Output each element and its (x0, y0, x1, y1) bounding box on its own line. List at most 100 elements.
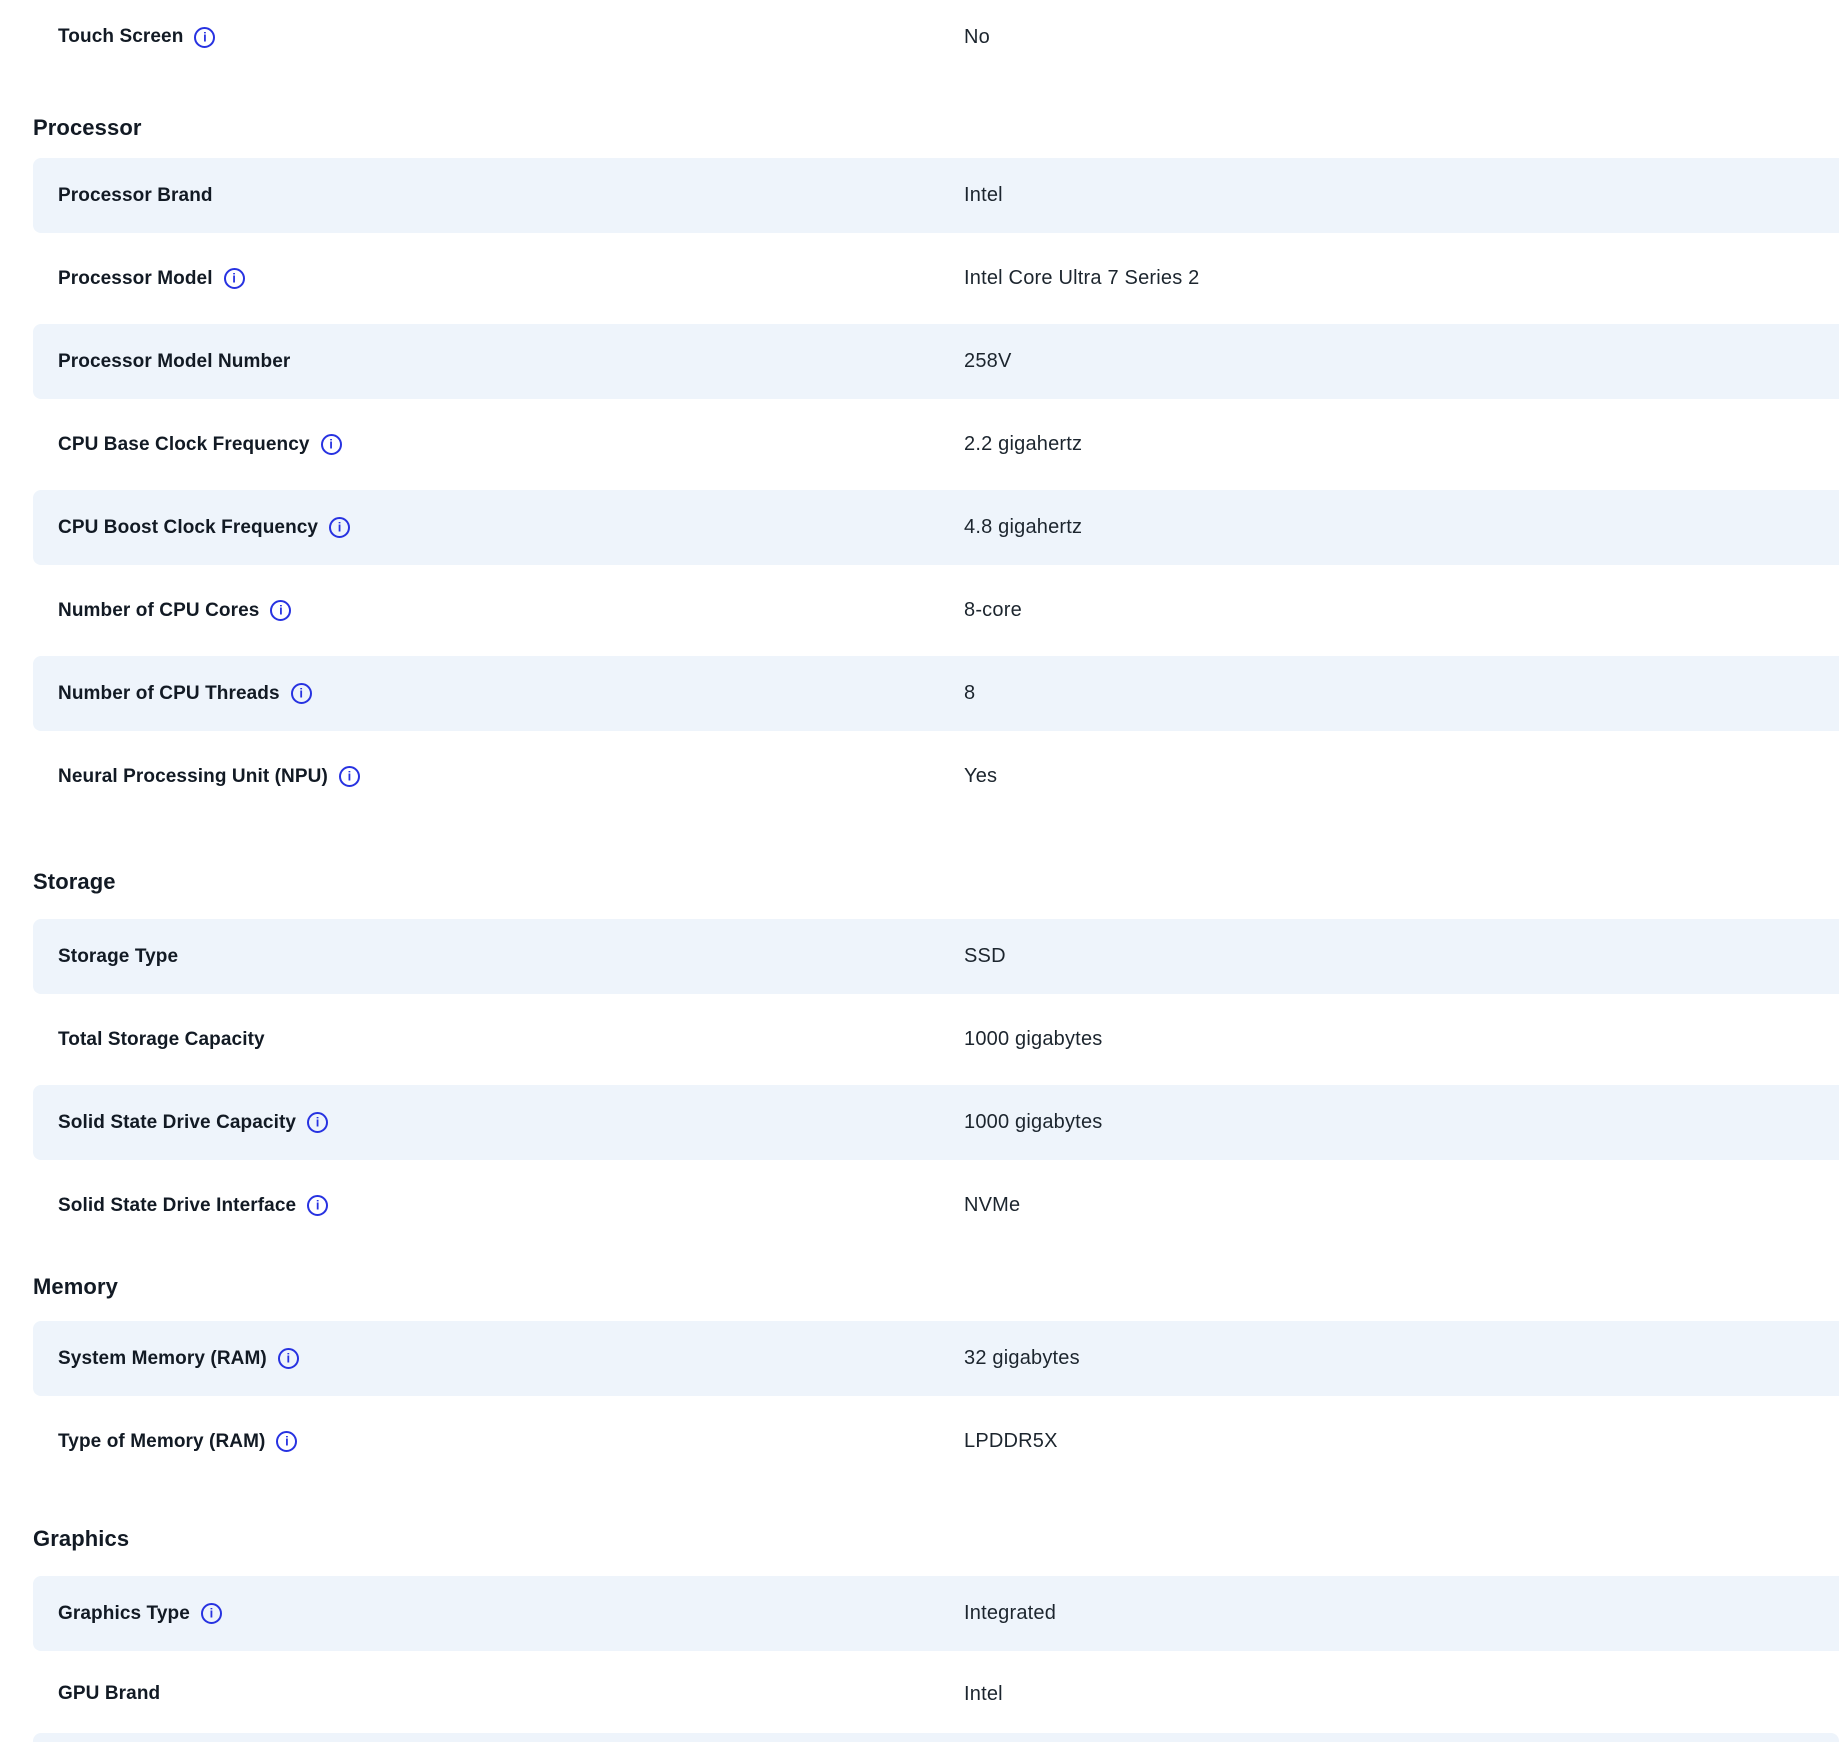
specifications-table: Touch Screen i No Processor Processor Bra… (33, 0, 1839, 1742)
spec-label-cell: Number of CPU Threads i (33, 683, 312, 705)
spec-label: Processor Model Number (58, 350, 291, 372)
spec-value-cell: 1000 gigabytes (964, 1081, 1102, 1164)
spec-label: Graphics Type (58, 1602, 190, 1624)
spec-row-storage-type: Storage Type SSD (33, 915, 1839, 998)
spec-value-cell: 1000 gigabytes (964, 998, 1102, 1081)
spec-label-cell: Processor Model i (33, 268, 245, 290)
spec-label-cell: Processor Brand (33, 185, 213, 207)
spec-label-cell: Number of CPU Cores i (33, 599, 292, 622)
spec-label: Processor Model (58, 267, 213, 289)
spec-value-cell: Integrated (964, 1572, 1056, 1655)
spec-value: 258V (964, 350, 1012, 372)
section-title: Graphics (33, 1526, 130, 1551)
spec-label-cell: Total Storage Capacity (33, 1029, 265, 1051)
spec-value-cell: LPDDR5X (964, 1400, 1058, 1483)
spec-value: Intel Core Ultra 7 Series 2 (964, 267, 1200, 289)
spec-value: 2.2 gigahertz (964, 433, 1083, 455)
spec-label: Processor Brand (58, 184, 213, 206)
spec-label: Solid State Drive Interface (58, 1194, 297, 1216)
spec-value: 1000 gigabytes (964, 1028, 1103, 1050)
info-icon[interactable]: i (307, 1195, 329, 1216)
spec-label-cell: Type of Memory (RAM) i (33, 1430, 298, 1453)
spec-value: 4.8 gigahertz (964, 516, 1083, 538)
spec-value: 8 (964, 682, 976, 704)
spec-label: Neural Processing Unit (NPU) (58, 765, 328, 787)
info-icon[interactable]: i (338, 766, 360, 787)
spec-value-cell: Intel Core Ultra 7 Series 2 (964, 237, 1200, 320)
spec-row-cpu-base-clock-frequency: CPU Base Clock Frequency i 2.2 gigahertz (33, 403, 1839, 486)
spec-value: NVMe (964, 1194, 1021, 1216)
info-icon[interactable]: i (194, 26, 216, 48)
spec-value-cell: Intel (964, 154, 1003, 237)
spec-row-total-storage-capacity: Total Storage Capacity 1000 gigabytes (33, 998, 1839, 1081)
spec-label: GPU Brand (58, 1683, 161, 1704)
spec-value: LPDDR5X (964, 1430, 1058, 1452)
section-processor: Processor Processor Brand Intel Processor M… (33, 114, 1839, 818)
info-icon[interactable]: i (277, 1348, 299, 1369)
spec-row-number-of-cpu-threads: Number of CPU Threads i 8 (33, 652, 1839, 735)
spec-value-cell: Intel (964, 1655, 1003, 1733)
section-title: Processor (33, 115, 142, 140)
spec-label-cell: Graphics Type i (33, 1603, 222, 1625)
info-icon[interactable]: i (307, 1112, 329, 1133)
spec-label-cell: CPU Boost Clock Frequency i (33, 516, 351, 539)
spec-label: Solid State Drive Capacity (58, 1111, 297, 1133)
spec-label: System Memory (RAM) (58, 1347, 267, 1369)
spec-value: Intel (964, 184, 1003, 206)
spec-value: SSD (964, 945, 1006, 967)
spec-value: Yes (964, 765, 998, 787)
info-icon[interactable]: i (320, 434, 342, 455)
section-title: Storage (33, 869, 116, 894)
spec-label-cell: Processor Model Number (33, 351, 290, 373)
spec-row-gpu-brand: GPU Brand Intel (33, 1655, 1839, 1733)
spec-row-number-of-cpu-cores: Number of CPU Cores i 8-core (33, 569, 1839, 652)
spec-label: Number of CPU Threads (58, 682, 280, 704)
spec-row-cpu-boost-clock-frequency: CPU Boost Clock Frequency i 4.8 gigahertz (33, 486, 1839, 569)
info-icon[interactable]: i (223, 268, 245, 289)
spec-value: Intel (964, 1682, 1003, 1705)
info-icon[interactable]: i (276, 1431, 298, 1452)
spec-label-cell: Storage Type (33, 946, 178, 968)
spec-row-processor-model: Processor Model i Intel Core Ultra 7 Serie… (33, 237, 1839, 320)
spec-row-solid-state-drive-capacity: Solid State Drive Capacity i 1000 gigabyte… (33, 1081, 1839, 1164)
section-storage: Storage Storage Type SSD Total Storage Capa… (33, 868, 1839, 1247)
section-memory: Memory System Memory (RAM) i 32 gigabytes Ty… (33, 1273, 1839, 1483)
spec-value-cell: 8-core (964, 569, 1022, 652)
spec-label: Type of Memory (RAM) (58, 1430, 266, 1452)
spec-row-partial (33, 1733, 1839, 1742)
spec-label: Number of CPU Cores (58, 599, 260, 621)
spec-row-graphics-type: Graphics Type i Integrated (33, 1572, 1839, 1655)
spec-label-cell: CPU Base Clock Frequency i (33, 434, 342, 456)
info-icon[interactable]: i (329, 517, 351, 538)
spec-row-processor-brand: Processor Brand Intel (33, 154, 1839, 237)
spec-label-cell: Solid State Drive Interface i (33, 1194, 329, 1217)
info-icon[interactable]: i (270, 600, 292, 621)
spec-label: Total Storage Capacity (58, 1028, 265, 1050)
spec-label-cell: Neural Processing Unit (NPU) i (33, 766, 360, 788)
spec-value-cell: No (964, 0, 990, 74)
spec-value-cell: 32 gigabytes (964, 1317, 1080, 1400)
info-icon[interactable]: i (200, 1603, 222, 1624)
spec-value: No (964, 25, 990, 48)
spec-label: CPU Boost Clock Frequency (58, 516, 319, 538)
spec-value-cell: NVMe (964, 1164, 1020, 1247)
spec-row-solid-state-drive-interface: Solid State Drive Interface i NVMe (33, 1164, 1839, 1247)
spec-row-processor-model-number: Processor Model Number 258V (33, 320, 1839, 403)
section-title: Memory (33, 1274, 118, 1299)
spec-label: CPU Base Clock Frequency (58, 433, 310, 455)
spec-value-cell: Yes (964, 735, 997, 818)
spec-value: 32 gigabytes (964, 1347, 1080, 1369)
section-graphics: Graphics Graphics Type i Integrated GPU Bran… (33, 1525, 1839, 1742)
spec-value-cell: 2.2 gigahertz (964, 403, 1082, 486)
spec-row-system-memory-ram: System Memory (RAM) i 32 gigabytes (33, 1317, 1839, 1400)
spec-label: Touch Screen (58, 26, 184, 47)
spec-label-cell: Touch Screen i (33, 26, 216, 48)
spec-value-cell: SSD (964, 915, 1006, 998)
spec-label: Storage Type (58, 945, 179, 967)
spec-value-cell: 4.8 gigahertz (964, 486, 1082, 569)
info-icon[interactable]: i (290, 683, 312, 704)
spec-label-cell: Solid State Drive Capacity i (33, 1111, 329, 1134)
spec-row-touch-screen: Touch Screen i No (33, 0, 1839, 74)
spec-value: Integrated (964, 1602, 1057, 1624)
spec-value: 1000 gigabytes (964, 1111, 1103, 1133)
